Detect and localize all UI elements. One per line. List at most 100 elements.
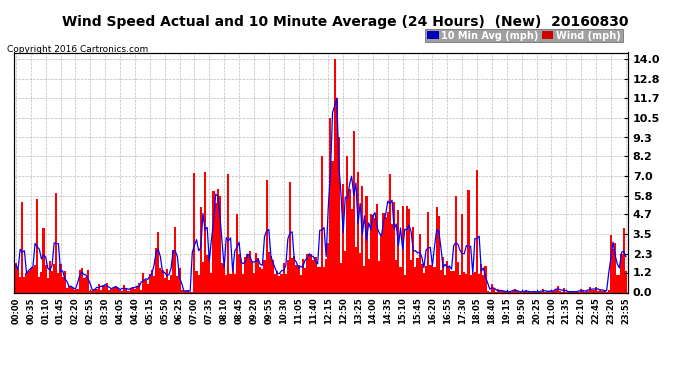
Bar (149, 274, 151, 292)
Bar (504, 291, 506, 292)
Bar (573, 291, 576, 292)
Bar (325, 260, 327, 292)
Bar (474, 272, 476, 292)
Bar (36, 199, 38, 292)
Bar (187, 290, 189, 292)
Bar (199, 207, 202, 292)
Bar (302, 259, 304, 292)
Bar (448, 266, 451, 292)
Bar (112, 287, 115, 292)
Bar (287, 260, 289, 292)
Bar (461, 214, 463, 292)
Bar (234, 274, 236, 292)
Bar (533, 291, 535, 292)
Bar (406, 206, 408, 292)
Bar (40, 272, 43, 292)
Bar (93, 289, 96, 292)
Bar (602, 291, 604, 292)
Bar (51, 271, 53, 292)
Bar (486, 291, 489, 292)
Bar (404, 275, 406, 292)
Bar (266, 180, 268, 292)
Bar (340, 263, 342, 292)
Bar (121, 291, 124, 292)
Bar (368, 259, 370, 292)
Bar (55, 194, 57, 292)
Bar (77, 289, 79, 292)
Bar (250, 261, 253, 292)
Bar (612, 249, 614, 292)
Bar (168, 280, 170, 292)
Bar (202, 262, 204, 292)
Bar (412, 227, 415, 292)
Bar (270, 256, 272, 292)
Bar (391, 224, 393, 292)
Bar (262, 268, 264, 292)
Bar (43, 228, 45, 292)
Bar (134, 289, 136, 292)
Bar (576, 291, 578, 292)
Bar (297, 266, 299, 292)
Bar (280, 274, 283, 292)
Bar (453, 271, 455, 292)
Bar (386, 212, 389, 292)
Bar (393, 202, 395, 292)
Bar (304, 268, 306, 292)
Legend: 10 Min Avg (mph), Wind (mph): 10 Min Avg (mph), Wind (mph) (425, 28, 623, 42)
Bar (70, 286, 72, 292)
Bar (370, 214, 372, 292)
Bar (85, 277, 87, 292)
Bar (429, 266, 431, 292)
Bar (106, 283, 108, 292)
Bar (28, 271, 30, 292)
Bar (253, 273, 255, 292)
Bar (221, 263, 223, 292)
Bar (376, 204, 378, 292)
Bar (32, 267, 34, 292)
Bar (293, 256, 295, 292)
Bar (185, 291, 187, 292)
Bar (484, 266, 486, 292)
Bar (437, 216, 440, 292)
Bar (124, 285, 126, 292)
Bar (563, 288, 565, 292)
Bar (217, 189, 219, 292)
Bar (177, 276, 179, 292)
Bar (435, 207, 437, 292)
Bar (355, 247, 357, 292)
Bar (215, 203, 217, 292)
Bar (482, 274, 484, 292)
Bar (346, 156, 348, 292)
Bar (622, 228, 624, 292)
Bar (238, 254, 240, 292)
Bar (172, 250, 175, 292)
Bar (136, 287, 138, 292)
Bar (68, 286, 70, 292)
Bar (117, 288, 119, 292)
Bar (142, 273, 144, 292)
Bar (620, 254, 622, 292)
Bar (595, 287, 597, 292)
Bar (306, 254, 308, 292)
Bar (26, 273, 28, 292)
Text: Copyright 2016 Cartronics.com: Copyright 2016 Cartronics.com (7, 45, 148, 54)
Bar (493, 288, 495, 292)
Bar (614, 243, 616, 292)
Bar (206, 255, 208, 292)
Bar (608, 290, 610, 292)
Bar (344, 251, 346, 292)
Bar (100, 290, 102, 292)
Bar (257, 258, 259, 292)
Bar (444, 275, 446, 292)
Bar (465, 274, 467, 292)
Bar (313, 260, 315, 292)
Bar (285, 274, 287, 292)
Bar (542, 289, 544, 292)
Bar (81, 268, 83, 292)
Bar (230, 274, 232, 292)
Bar (327, 243, 329, 292)
Bar (353, 131, 355, 292)
Bar (164, 278, 166, 292)
Bar (455, 196, 457, 292)
Bar (610, 235, 612, 292)
